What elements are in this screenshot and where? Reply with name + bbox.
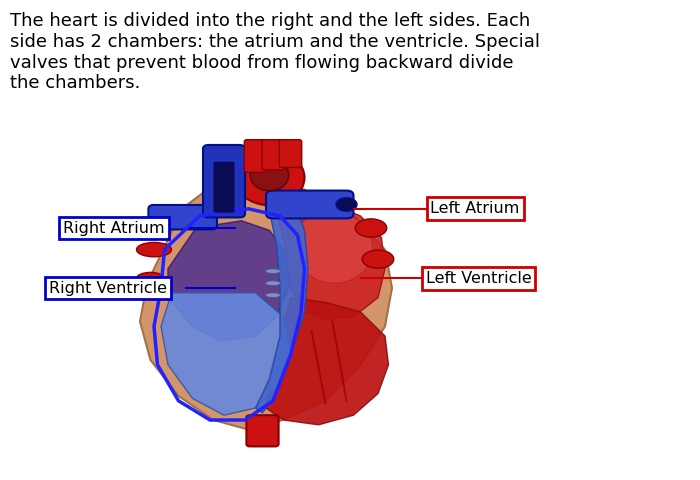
FancyBboxPatch shape: [266, 191, 354, 218]
FancyBboxPatch shape: [203, 145, 245, 217]
Polygon shape: [168, 221, 290, 341]
Text: Right Atrium: Right Atrium: [63, 220, 164, 236]
FancyBboxPatch shape: [148, 205, 217, 229]
FancyBboxPatch shape: [244, 140, 267, 172]
FancyBboxPatch shape: [279, 140, 302, 168]
Polygon shape: [266, 298, 388, 425]
Ellipse shape: [234, 150, 304, 205]
Ellipse shape: [251, 159, 288, 191]
Text: The heart is divided into the right and the left sides. Each
side has 2 chambers: The heart is divided into the right and …: [10, 12, 540, 92]
Ellipse shape: [265, 281, 281, 286]
Ellipse shape: [136, 272, 164, 284]
FancyBboxPatch shape: [214, 162, 235, 213]
Ellipse shape: [355, 219, 386, 237]
Ellipse shape: [336, 198, 357, 211]
Polygon shape: [140, 175, 392, 430]
Polygon shape: [161, 293, 290, 415]
Ellipse shape: [363, 250, 393, 268]
Ellipse shape: [265, 293, 281, 298]
Text: Left Atrium: Left Atrium: [430, 201, 520, 216]
Polygon shape: [276, 202, 385, 319]
Ellipse shape: [136, 242, 172, 257]
Text: Left Ventricle: Left Ventricle: [426, 271, 531, 286]
Ellipse shape: [265, 269, 281, 274]
Ellipse shape: [292, 211, 373, 283]
FancyBboxPatch shape: [246, 415, 279, 446]
Text: Right Ventricle: Right Ventricle: [49, 280, 167, 296]
FancyBboxPatch shape: [262, 140, 284, 170]
Polygon shape: [256, 211, 308, 413]
